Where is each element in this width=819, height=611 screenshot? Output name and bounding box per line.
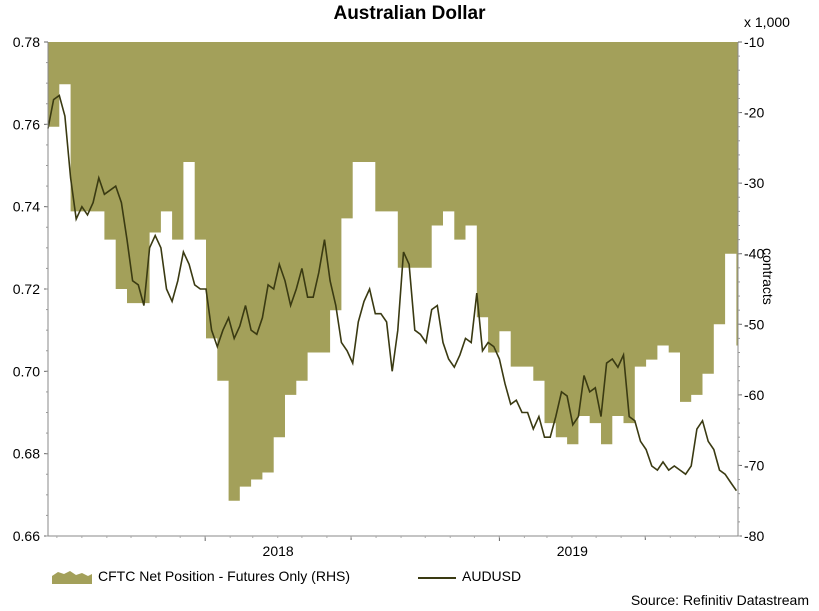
audusd-line — [47, 94, 738, 492]
right-axis-tick-label: -50 — [744, 316, 764, 332]
left-axis-tick-label: 0.76 — [13, 116, 40, 132]
right-axis-tick-label: -30 — [744, 175, 764, 191]
left-axis-tick-label: 0.66 — [13, 528, 40, 544]
legend-area-swatch — [52, 571, 92, 584]
source-note: Source: Refinitiv Datastream — [630, 592, 809, 608]
right-axis-tick-label: -10 — [744, 34, 764, 50]
right-axis-tick-label: -60 — [744, 387, 764, 403]
x-axis-tick-label: 2019 — [557, 543, 588, 559]
right-axis-title: contracts — [760, 248, 776, 305]
chart-title: Australian Dollar — [333, 3, 486, 24]
left-axis-tick-label: 0.68 — [13, 446, 40, 462]
right-axis-tick-label: -80 — [744, 528, 764, 544]
legend-line-swatch — [418, 577, 456, 579]
legend-label-cftc: CFTC Net Position - Futures Only (RHS) — [98, 568, 351, 584]
right-axis-tick-label: -40 — [744, 246, 764, 262]
left-axis-tick-label: 0.74 — [13, 199, 40, 215]
cftc-net-position-area — [48, 42, 738, 501]
right-axis-unit-label: x 1,000 — [744, 14, 790, 30]
x-axis-tick-label: 2018 — [263, 543, 294, 559]
right-axis-tick-label: -20 — [744, 105, 764, 121]
legend-label-audusd: AUDUSD — [462, 568, 522, 584]
left-axis-tick-label: 0.78 — [13, 34, 40, 50]
left-axis-tick-label: 0.70 — [13, 363, 40, 379]
left-axis-tick-label: 0.72 — [13, 281, 40, 297]
right-axis-tick-label: -70 — [744, 457, 764, 473]
